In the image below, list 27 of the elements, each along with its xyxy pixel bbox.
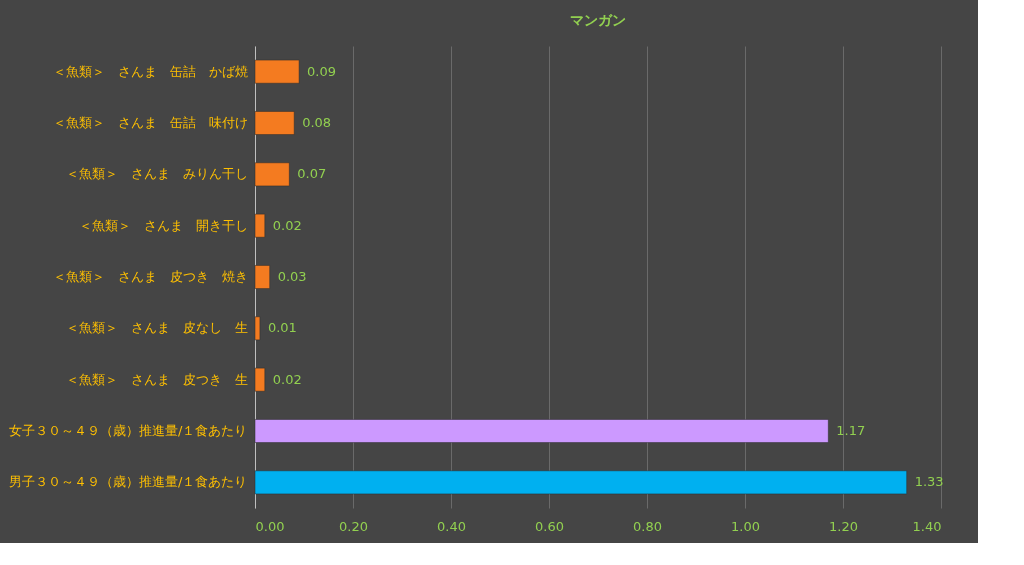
data-label: 0.07 <box>297 166 327 182</box>
x-tick-label: 0.80 <box>633 518 662 534</box>
y-tick-label: ＜魚類＞ さんま 開き干し <box>78 217 248 233</box>
data-label: 0.02 <box>272 217 302 233</box>
y-tick-label: 男子３０～４９（歳）推進量/１食あたり <box>9 474 248 490</box>
x-tick-label: 0.00 <box>255 518 285 534</box>
x-tick-label: 0.40 <box>437 518 466 534</box>
data-label: 0.03 <box>277 269 307 284</box>
x-tick-label: 1.20 <box>829 518 858 534</box>
data-label: 0.01 <box>267 320 297 336</box>
data-label: 0.09 <box>307 63 337 79</box>
x-tick-label: 0.20 <box>339 518 368 534</box>
data-label: 0.02 <box>272 371 302 387</box>
x-tick-label: 1.00 <box>731 518 760 534</box>
y-tick-label: ＜魚類＞ さんま 皮つき 焼き <box>52 269 248 284</box>
x-tick-label: 1.40 <box>912 518 942 534</box>
data-label: 1.17 <box>836 423 866 438</box>
y-tick-label: ＜魚類＞ さんま みりん干し <box>65 166 248 182</box>
y-tick-label: 女子３０～４９（歳）推進量/１食あたり <box>9 423 248 438</box>
y-tick-label: ＜魚類＞ さんま 皮つき 生 <box>65 371 248 387</box>
data-label: 1.33 <box>914 474 944 490</box>
y-tick-label: ＜魚類＞ さんま 缶詰 味付け <box>52 115 248 130</box>
chart-title: マンガン <box>570 12 626 28</box>
y-tick-label: ＜魚類＞ さんま 皮なし 生 <box>65 320 248 336</box>
data-label: 0.08 <box>302 115 332 130</box>
y-tick-label: ＜魚類＞ さんま 缶詰 かば焼 <box>52 63 248 79</box>
x-tick-label: 0.60 <box>535 518 564 534</box>
